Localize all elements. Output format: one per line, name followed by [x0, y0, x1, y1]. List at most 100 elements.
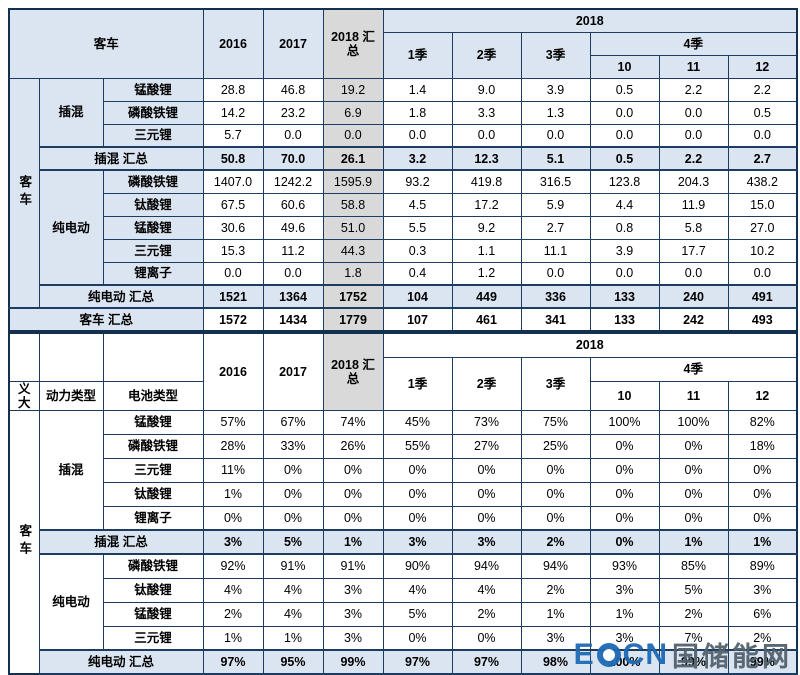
group-label: 插混 — [38, 409, 104, 531]
value-cell: 1.8 — [382, 100, 453, 125]
value-cell: 91% — [322, 553, 384, 579]
value-cell: 6% — [727, 601, 798, 627]
subtotal-label: 插混 汇总 — [38, 529, 204, 555]
value-cell: 28.8 — [202, 77, 264, 102]
value-cell: 2.7 — [520, 215, 591, 240]
group-label: 纯电动 — [38, 553, 104, 651]
value-cell: 0.0 — [520, 123, 591, 148]
subtotal-value-cell: 104 — [382, 284, 453, 309]
battery-type-label: 三元锂 — [102, 238, 204, 263]
quarter-header: 1季 — [382, 356, 453, 411]
value-cell: 82% — [727, 409, 798, 435]
month-header: 11 — [658, 380, 729, 411]
quarter-header: 2季 — [451, 356, 522, 411]
value-cell: 74% — [322, 409, 384, 435]
value-cell: 1242.2 — [262, 169, 324, 194]
value-cell: 67.5 — [202, 192, 264, 217]
value-cell: 3% — [520, 625, 591, 651]
month-header: 11 — [658, 54, 729, 79]
subtotal-value-cell: 449 — [451, 284, 522, 309]
value-cell: 67% — [262, 409, 324, 435]
subtotal-value-cell: 99% — [727, 649, 798, 675]
subtotal-value-cell: 0.5 — [589, 146, 660, 171]
value-cell: 93% — [589, 553, 660, 579]
battery-type-label: 锂离子 — [102, 261, 204, 286]
value-cell: 57% — [202, 409, 264, 435]
value-cell: 0% — [727, 505, 798, 531]
empty-header-cell — [8, 332, 40, 382]
battery-type-label: 磷酸铁锂 — [102, 553, 204, 579]
subtotal-value-cell: 97% — [202, 649, 264, 675]
value-cell: 419.8 — [451, 169, 522, 194]
value-cell: 0% — [382, 481, 453, 507]
quarter4-header: 4季 — [589, 31, 798, 56]
corner-label: 动力类型 — [38, 380, 104, 411]
month-header: 12 — [727, 54, 798, 79]
month-header: 10 — [589, 54, 660, 79]
value-cell: 93.2 — [382, 169, 453, 194]
value-cell: 1% — [589, 601, 660, 627]
value-cell: 2% — [727, 625, 798, 651]
value-cell: 11% — [202, 457, 264, 483]
subtotal-value-cell: 99% — [658, 649, 729, 675]
value-cell: 3% — [322, 577, 384, 603]
empty-header-cell — [102, 332, 204, 382]
subtotal-value-cell: 3% — [451, 529, 522, 555]
value-cell: 0.8 — [589, 215, 660, 240]
value-cell: 94% — [451, 553, 522, 579]
value-cell: 1% — [520, 601, 591, 627]
value-cell: 60.6 — [262, 192, 324, 217]
subtotal-value-cell: 0% — [589, 529, 660, 555]
value-cell: 11.9 — [658, 192, 729, 217]
value-cell: 4.5 — [382, 192, 453, 217]
value-cell: 33% — [262, 433, 324, 459]
col-header-2016: 2016 — [202, 332, 264, 411]
value-cell: 0.0 — [322, 123, 384, 148]
group-label: 插混 — [38, 77, 104, 148]
value-cell: 0% — [262, 457, 324, 483]
battery-type-label: 磷酸铁锂 — [102, 169, 204, 194]
value-cell: 45% — [382, 409, 453, 435]
value-cell: 5.7 — [202, 123, 264, 148]
value-cell: 0.0 — [727, 123, 798, 148]
month-header: 12 — [727, 380, 798, 411]
value-cell: 0% — [382, 457, 453, 483]
subtotal-value-cell: 2.7 — [727, 146, 798, 171]
battery-type-label: 钛酸锂 — [102, 192, 204, 217]
value-cell: 0% — [589, 457, 660, 483]
value-cell: 0% — [589, 505, 660, 531]
subtotal-value-cell: 1521 — [202, 284, 264, 309]
value-cell: 49.6 — [262, 215, 324, 240]
value-cell: 204.3 — [658, 169, 729, 194]
corner-label: 电池类型 — [102, 380, 204, 411]
value-cell: 23.2 — [262, 100, 324, 125]
value-cell: 0% — [658, 433, 729, 459]
value-cell: 4% — [202, 577, 264, 603]
battery-type-label: 锰酸锂 — [102, 601, 204, 627]
grandtotal-value-cell: 461 — [451, 307, 522, 332]
value-cell: 10.2 — [727, 238, 798, 263]
battery-type-label: 锂离子 — [102, 505, 204, 531]
subtotal-value-cell: 70.0 — [262, 146, 324, 171]
value-cell: 3.3 — [451, 100, 522, 125]
value-cell: 11.1 — [520, 238, 591, 263]
quarter-header: 3季 — [520, 31, 591, 79]
col-header-2018-group: 2018 — [382, 332, 798, 358]
value-cell: 28% — [202, 433, 264, 459]
subtotal-value-cell: 240 — [658, 284, 729, 309]
tables-container: 客车 2016 2017 2018 汇总 2018 1季 2季 3季 4季 10 11 12 客车 插混锰… — [8, 8, 800, 675]
battery-type-label: 钛酸锂 — [102, 577, 204, 603]
value-cell: 4% — [262, 601, 324, 627]
grandtotal-value-cell: 133 — [589, 307, 660, 332]
value-cell: 0.3 — [382, 238, 453, 263]
value-cell: 2% — [202, 601, 264, 627]
value-cell: 316.5 — [520, 169, 591, 194]
battery-type-label: 钛酸锂 — [102, 481, 204, 507]
value-cell: 1.8 — [322, 261, 384, 286]
value-cell: 4% — [262, 577, 324, 603]
subtotal-label: 纯电动 汇总 — [38, 649, 204, 675]
value-cell: 17.2 — [451, 192, 522, 217]
value-cell: 11.2 — [262, 238, 324, 263]
value-cell: 0% — [322, 457, 384, 483]
value-cell: 5% — [382, 601, 453, 627]
